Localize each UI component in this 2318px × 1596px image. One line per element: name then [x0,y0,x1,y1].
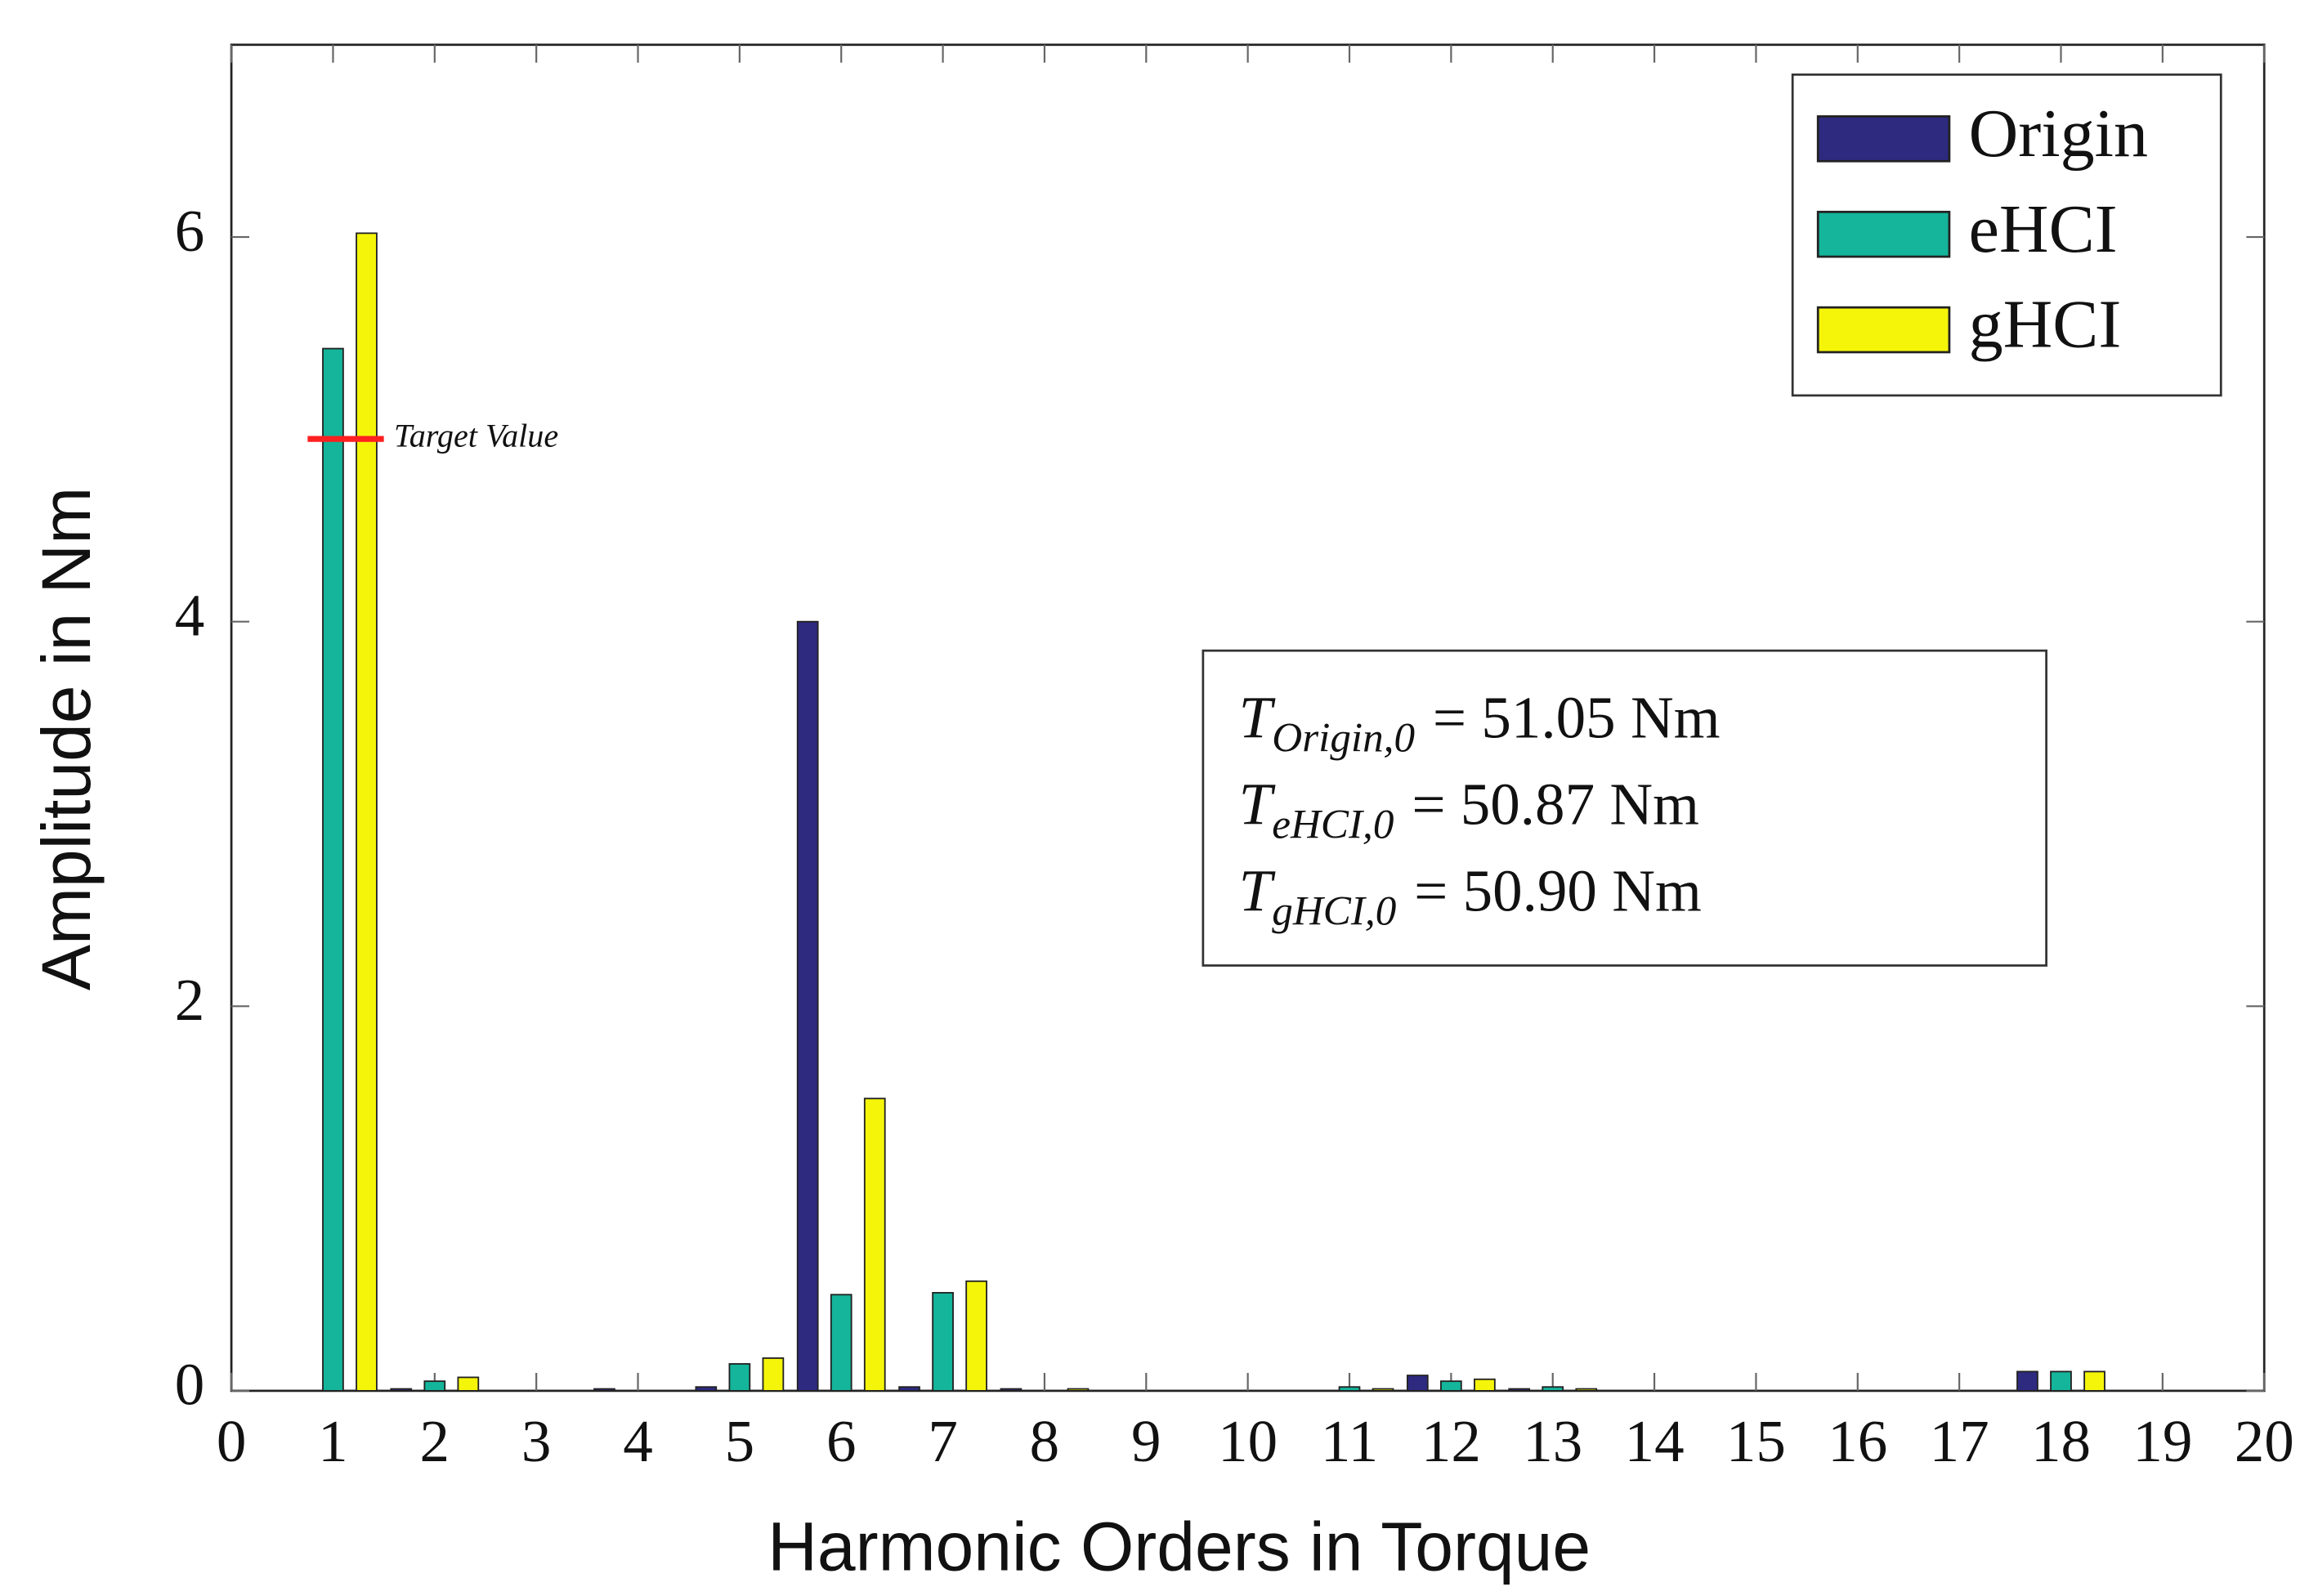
annotation-subscript: eHCI,0 [1272,801,1394,847]
x-tick-label: 13 [1523,1408,1582,1474]
bar [1338,1386,1361,1392]
annotation: TgHCI,0 = 50.90 Nm [1239,857,1702,934]
y-axis-label: Amplitude in Nm [28,487,105,990]
bar [322,347,344,1392]
annotation-text: = 51.05 Nm [1433,684,1721,750]
bar [965,1280,987,1392]
x-tick-label: 9 [1131,1408,1161,1474]
bar [1474,1378,1496,1392]
x-tick-label: 4 [623,1408,653,1474]
bar [390,1388,413,1392]
y-tick-label: 2 [175,967,205,1033]
x-tick-label: 2 [420,1408,450,1474]
x-axis-label: Harmonic Orders in Torque [767,1508,1591,1585]
x-tick-label: 1 [318,1408,348,1474]
x-tick-label: 15 [1726,1408,1786,1474]
x-tick-label: 14 [1625,1408,1685,1474]
legend-swatch [1816,306,1951,354]
bar [1000,1388,1023,1392]
annotation: TOrigin,0 = 51.05 Nm [1239,684,1721,761]
annotation-text: = 50.90 Nm [1414,857,1702,923]
bar [356,232,378,1392]
legend-swatch [1816,210,1951,258]
bar [762,1357,785,1392]
annotation-symbol: T [1239,857,1276,923]
bar [457,1376,480,1392]
annotation-subscript: gHCI,0 [1272,887,1396,934]
annotation-symbol: T [1239,771,1276,837]
bar [1575,1388,1598,1392]
x-tick-label: 10 [1218,1408,1278,1474]
annotation-text: = 50.87 Nm [1412,771,1699,837]
x-tick-label: 3 [521,1408,552,1474]
annotation-subscript: Origin,0 [1272,714,1415,761]
target-label: Target Value [394,417,558,454]
x-tick-label: 16 [1828,1408,1887,1474]
bar [932,1291,954,1392]
bar [1542,1386,1564,1392]
x-tick-label: 12 [1421,1408,1481,1474]
bar [2083,1370,2105,1392]
bar [830,1294,852,1392]
x-tick-label: 5 [725,1408,755,1474]
x-tick-label: 18 [2031,1408,2091,1474]
x-tick-label: 8 [1030,1408,1060,1474]
bar [423,1380,446,1392]
annotation-symbol: T [1239,684,1276,750]
bar [695,1386,718,1392]
legend-label: gHCI [1969,287,2122,363]
x-tick-label: 17 [1930,1408,1989,1474]
x-tick-label: 11 [1321,1408,1378,1474]
bar [1508,1388,1531,1392]
legend-label: Origin [1969,96,2148,172]
bar [1067,1388,1090,1392]
x-tick-label: 20 [2235,1408,2294,1474]
bar [593,1388,615,1392]
y-tick-label: 0 [175,1352,205,1418]
x-tick-label: 0 [217,1408,247,1474]
x-tick-label: 19 [2132,1408,2192,1474]
y-tick-label: 4 [175,582,205,648]
x-tick-label: 6 [826,1408,857,1474]
bar [1406,1375,1429,1392]
legend-swatch [1816,115,1951,163]
legend-label: eHCI [1969,191,2118,267]
bar [863,1098,886,1392]
y-tick-label: 6 [175,198,205,264]
bar [1372,1388,1394,1392]
bar [898,1386,920,1392]
bar [2050,1370,2072,1392]
annotation: TeHCI,0 = 50.87 Nm [1239,771,1699,847]
bar [2016,1370,2038,1392]
bar [1440,1380,1462,1392]
annotation-box [1202,649,2047,967]
x-tick-label: 7 [928,1408,958,1474]
bar [796,620,819,1392]
bar [728,1363,751,1392]
